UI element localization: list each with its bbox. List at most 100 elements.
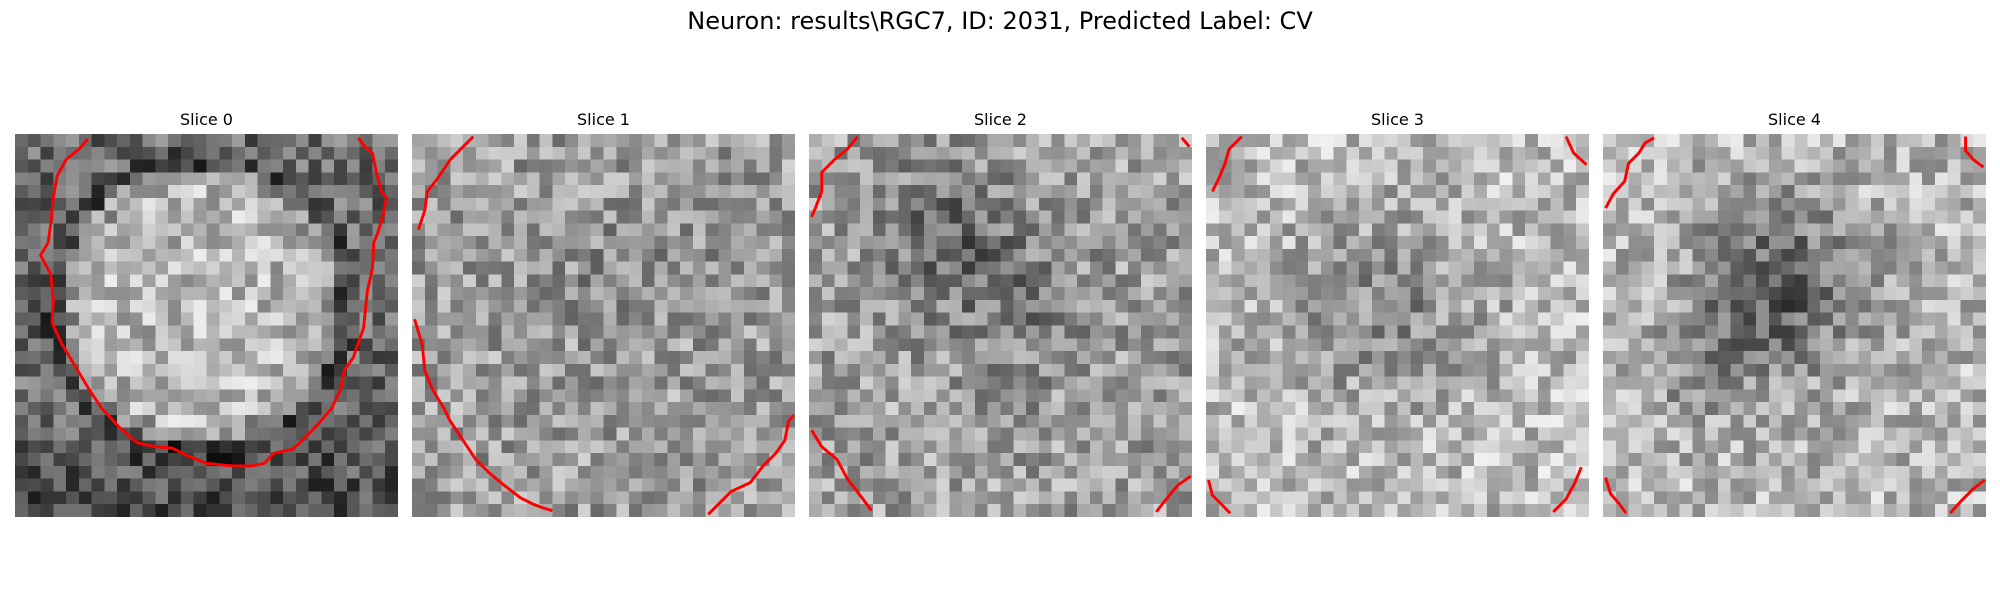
pixel (1206, 185, 1220, 199)
pixel (565, 299, 579, 313)
pixel (385, 389, 398, 403)
pixel (1231, 363, 1245, 377)
pixel (949, 478, 963, 492)
pixel (308, 299, 322, 313)
pixel (1089, 453, 1103, 467)
pixel (1537, 504, 1551, 517)
pixel (1140, 223, 1154, 237)
pixel (78, 414, 92, 428)
pixel (27, 363, 41, 377)
pixel (232, 440, 246, 454)
pixel (1102, 402, 1116, 416)
pixel (1013, 440, 1027, 454)
pixel (91, 159, 105, 173)
pixel (1883, 491, 1897, 505)
pixel (1537, 172, 1551, 186)
pixel (295, 146, 309, 160)
pixel (142, 236, 156, 250)
pixel (1102, 172, 1116, 186)
pixel (1692, 159, 1706, 173)
pixel (1820, 248, 1834, 262)
pixel (334, 414, 348, 428)
pixel (885, 376, 899, 390)
pixel (1807, 376, 1821, 390)
pixel (437, 351, 451, 365)
pixel (629, 414, 643, 428)
pixel (1922, 134, 1936, 148)
pixel (565, 134, 579, 148)
pixel (1077, 389, 1091, 403)
pixel (412, 172, 426, 186)
pixel (949, 210, 963, 224)
pixel (923, 210, 937, 224)
pixel (270, 414, 284, 428)
pixel (1064, 146, 1078, 160)
pixel (1717, 453, 1731, 467)
pixel (27, 287, 41, 301)
pixel (1384, 197, 1398, 211)
pixel (155, 146, 169, 160)
pixel (705, 325, 719, 339)
pixel (629, 185, 643, 199)
pixel (1038, 299, 1052, 313)
pixel (641, 478, 655, 492)
pixel (1807, 312, 1821, 326)
pixel (1410, 402, 1424, 416)
pixel (27, 338, 41, 352)
pixel (1768, 236, 1782, 250)
pixel (1064, 389, 1078, 403)
pixel (590, 312, 604, 326)
pixel (1102, 248, 1116, 262)
pixel (1845, 465, 1859, 479)
pixel (1384, 389, 1398, 403)
pixel (180, 172, 194, 186)
pixel (1666, 299, 1680, 313)
pixel (1257, 453, 1271, 467)
pixel (1820, 210, 1834, 224)
pixel (1820, 414, 1834, 428)
pixel (232, 351, 246, 365)
pixel (936, 185, 950, 199)
pixel (974, 478, 988, 492)
pixel (244, 402, 258, 416)
pixel (1115, 427, 1129, 441)
pixel (1858, 210, 1872, 224)
pixel (501, 440, 515, 454)
pixel (949, 363, 963, 377)
pixel (1550, 236, 1564, 250)
pixel (552, 440, 566, 454)
pixel (283, 159, 297, 173)
pixel (1807, 146, 1821, 160)
pixel (78, 274, 92, 288)
pixel (1807, 491, 1821, 505)
pixel (680, 172, 694, 186)
pixel (283, 414, 297, 428)
pixel (1781, 210, 1795, 224)
pixel (809, 236, 823, 250)
pixel (1679, 210, 1693, 224)
pixel (463, 287, 477, 301)
pixel (463, 210, 477, 224)
pixel (743, 325, 757, 339)
pixel (1435, 491, 1449, 505)
pixel (334, 146, 348, 160)
pixel (718, 453, 732, 467)
pixel (1231, 146, 1245, 160)
pixel (1794, 223, 1808, 237)
pixel (412, 363, 426, 377)
pixel (1474, 402, 1488, 416)
pixel (1512, 325, 1526, 339)
pixel (987, 146, 1001, 160)
pixel (66, 223, 80, 237)
pixel (437, 287, 451, 301)
pixel (270, 223, 284, 237)
pixel (206, 185, 220, 199)
pixel (834, 248, 848, 262)
pixel (1218, 504, 1232, 517)
contour-line (38, 137, 389, 468)
pixel (514, 197, 528, 211)
pixel (1807, 248, 1821, 262)
pixel (1947, 287, 1961, 301)
pixel (1883, 338, 1897, 352)
pixel (1654, 172, 1668, 186)
